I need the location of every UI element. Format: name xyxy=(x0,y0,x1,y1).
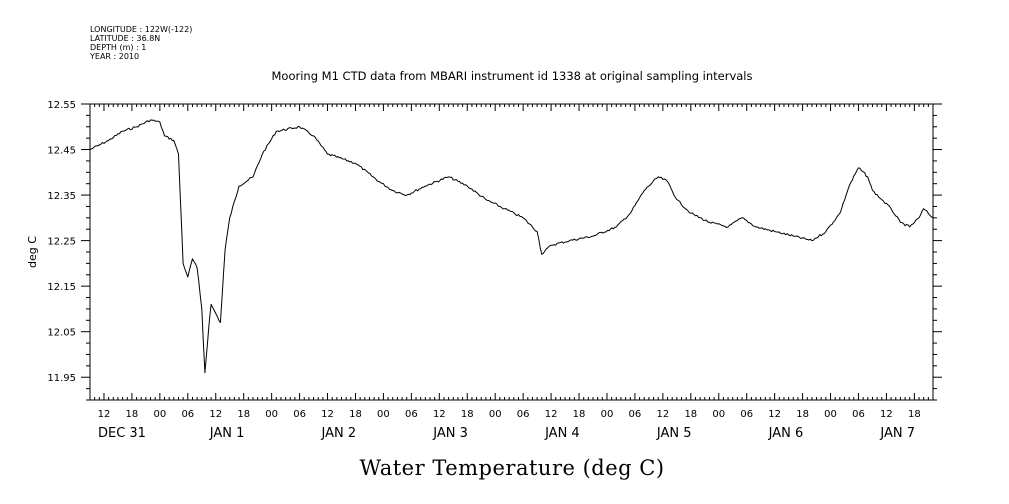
y-tick-label: 12.25 xyxy=(47,237,76,248)
x-hour-tick-label: 12 xyxy=(433,409,446,420)
x-hour-tick-label: 18 xyxy=(237,409,250,420)
series-layer xyxy=(89,119,934,374)
y-tick-label: 12.05 xyxy=(47,328,76,339)
x-hour-tick-label: 06 xyxy=(181,409,194,420)
y-axis-label: deg C xyxy=(26,236,39,268)
x-date-label: JAN 7 xyxy=(879,426,915,441)
x-hour-tick-label: 06 xyxy=(517,409,530,420)
axis-tick-labels: 12 18 00 06 12 18 00 06 12 18 00 06 12 18 00 06 12 18 00 06… xyxy=(47,100,920,441)
x-hour-tick-label: 00 xyxy=(153,409,166,420)
x-date-label: JAN 1 xyxy=(209,426,245,441)
x-hour-tick-label: 00 xyxy=(824,409,837,420)
chart-title: Mooring M1 CTD data from MBARI instrumen… xyxy=(272,69,753,83)
x-hour-tick-label: 12 xyxy=(98,409,111,420)
longitude-label: LONGITUDE : 122W(-122) xyxy=(90,25,192,34)
x-hour-tick-label: 06 xyxy=(740,409,753,420)
x-date-label: JAN 6 xyxy=(768,426,804,441)
x-hour-tick-label: 18 xyxy=(684,409,697,420)
x-hour-tick-label: 00 xyxy=(712,409,725,420)
x-date-label: JAN 2 xyxy=(321,426,357,441)
x-hour-tick-label: 12 xyxy=(545,409,558,420)
x-hour-tick-label: 18 xyxy=(126,409,139,420)
x-hour-tick-label: 06 xyxy=(629,409,642,420)
depth-label: DEPTH (m) : 1 xyxy=(90,43,146,52)
x-hour-tick-label: 06 xyxy=(852,409,865,420)
temperature-series-line xyxy=(89,119,934,374)
axis-ticks xyxy=(81,103,942,401)
x-hour-tick-label: 12 xyxy=(657,409,670,420)
y-tick-label: 12.55 xyxy=(47,100,76,111)
year-label: YEAR : 2010 xyxy=(89,52,139,61)
x-hour-tick-label: 12 xyxy=(768,409,781,420)
x-hour-tick-label: 12 xyxy=(321,409,334,420)
y-tick-label: 12.35 xyxy=(47,191,76,202)
x-hour-tick-label: 00 xyxy=(601,409,614,420)
x-date-label: DEC 31 xyxy=(98,426,146,441)
x-hour-tick-label: 00 xyxy=(489,409,502,420)
x-date-label: JAN 5 xyxy=(656,426,692,441)
y-tick-label: 11.95 xyxy=(47,373,76,384)
x-hour-tick-label: 18 xyxy=(796,409,809,420)
x-hour-tick-label: 00 xyxy=(265,409,278,420)
x-hour-tick-label: 00 xyxy=(377,409,390,420)
x-hour-tick-label: 12 xyxy=(209,409,222,420)
x-hour-tick-label: 18 xyxy=(573,409,586,420)
plot-frame xyxy=(89,103,934,401)
y-tick-label: 12.45 xyxy=(47,146,76,157)
x-hour-tick-label: 06 xyxy=(293,409,306,420)
x-hour-tick-label: 18 xyxy=(908,409,921,420)
latitude-label: LATITUDE : 36.8N xyxy=(90,34,160,43)
x-hour-tick-label: 06 xyxy=(405,409,418,420)
x-hour-tick-label: 18 xyxy=(349,409,362,420)
y-tick-label: 12.15 xyxy=(47,282,76,293)
x-axis-title: Water Temperature (deg C) xyxy=(359,456,664,480)
x-hour-tick-label: 18 xyxy=(461,409,474,420)
x-date-label: JAN 3 xyxy=(432,426,468,441)
x-hour-tick-label: 12 xyxy=(880,409,893,420)
x-date-label: JAN 4 xyxy=(544,426,580,441)
